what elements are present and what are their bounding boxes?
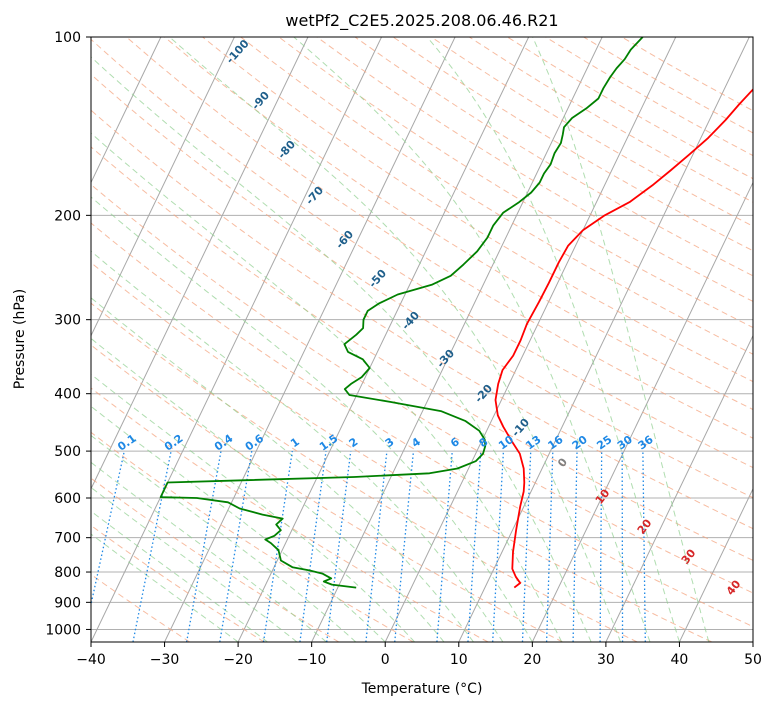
moist-adiabat: [91, 373, 415, 642]
y-tick-label: 600: [54, 491, 81, 507]
dry-adiabat: [91, 222, 753, 628]
y-axis: 100 200 300 400 500 600 700 800 900 1000: [45, 30, 91, 638]
x-tick-label: −30: [150, 652, 180, 668]
dry-adiabat: [164, 37, 753, 411]
dry-adiabat: [91, 477, 340, 642]
mixing-ratio-line: [299, 451, 327, 642]
moist-adiabat: [91, 250, 504, 642]
isotherm-line: [91, 37, 235, 337]
isotherm-line: [91, 37, 382, 642]
x-tick-label: 20: [523, 652, 541, 668]
mixing-ratio-line: [262, 451, 293, 642]
isotherm-grid: [91, 37, 753, 642]
x-tick-label: 30: [597, 652, 615, 668]
moist-adiabat: [91, 533, 239, 642]
chart-title: wetPf2_C2E5.2025.208.06.46.R21: [285, 11, 558, 31]
dry-adiabat: [126, 37, 753, 439]
isotherm-line: [605, 334, 753, 642]
y-tick-label: 200: [54, 208, 81, 224]
x-tick-label: 50: [744, 652, 762, 668]
y-tick-label: 700: [54, 531, 81, 547]
moist-adiabat: [91, 434, 357, 642]
isotherm-line: [91, 37, 309, 490]
moist-adiabat-lines: [91, 37, 710, 642]
dry-adiabat: [91, 183, 753, 594]
moist-adiabat: [91, 297, 474, 642]
dry-adiabat: [91, 302, 638, 642]
temperature-line: [494, 88, 753, 589]
moist-adiabat: [532, 37, 710, 642]
isotherm-line: [164, 37, 456, 642]
isotherm-line: [91, 37, 162, 184]
dry-adiabat: [91, 573, 190, 642]
isotherm-line: [237, 37, 530, 642]
y-tick-label: 300: [54, 313, 81, 329]
dry-adiabat-lines: [91, 37, 753, 642]
mixing-ratio-line: [219, 450, 253, 642]
mixing-ratio-line: [132, 450, 172, 642]
isotherm-line: [384, 37, 677, 642]
x-axis-title: Temperature (°C): [361, 681, 483, 697]
moist-adiabat: [91, 56, 592, 642]
dry-adiabat: [91, 262, 713, 642]
dry-adiabat: [91, 344, 563, 642]
mixing-ratio-line: [185, 450, 222, 642]
y-tick-label: 400: [54, 387, 81, 403]
y-axis-title: Pressure (hPa): [12, 289, 28, 389]
dry-adiabat: [278, 37, 753, 329]
y-tick-label: 1000: [45, 622, 81, 638]
x-tick-label: 0: [381, 652, 390, 668]
moist-adiabat: [426, 37, 680, 642]
y-tick-label: 900: [54, 595, 81, 611]
moist-adiabat: [169, 37, 622, 642]
dry-adiabat: [316, 37, 753, 302]
x-tick-label: −10: [297, 652, 327, 668]
moist-adiabat: [91, 486, 298, 642]
profile-lines: [159, 37, 753, 589]
y-tick-label: 100: [54, 30, 81, 46]
dry-adiabat: [91, 387, 489, 642]
x-tick-label: −40: [76, 652, 106, 668]
x-axis: −40 −30 −20 −10 0 10 20 30 40 50: [76, 642, 762, 668]
y-tick-label: 800: [54, 565, 81, 581]
isotherm-line: [678, 487, 753, 642]
moist-adiabat: [91, 405, 386, 642]
moist-adiabat: [293, 37, 651, 642]
isotherm-line: [531, 181, 753, 642]
mixing-ratio-line: [326, 451, 352, 642]
x-tick-label: 40: [671, 652, 689, 668]
dewpoint-line: [159, 37, 644, 589]
moist-adiabat: [91, 461, 327, 642]
plot-frame: [90, 36, 754, 643]
moist-adiabat: [91, 337, 445, 642]
x-tick-label: 10: [450, 652, 468, 668]
mixing-ratio-line: [365, 451, 388, 642]
moist-adiabat: [91, 510, 268, 642]
y-tick-label: 500: [54, 444, 81, 460]
mixing-ratio-lines: [91, 450, 646, 642]
dry-adiabat: [91, 146, 753, 561]
isotherm-line: [311, 37, 603, 642]
x-tick-label: −20: [223, 652, 253, 668]
